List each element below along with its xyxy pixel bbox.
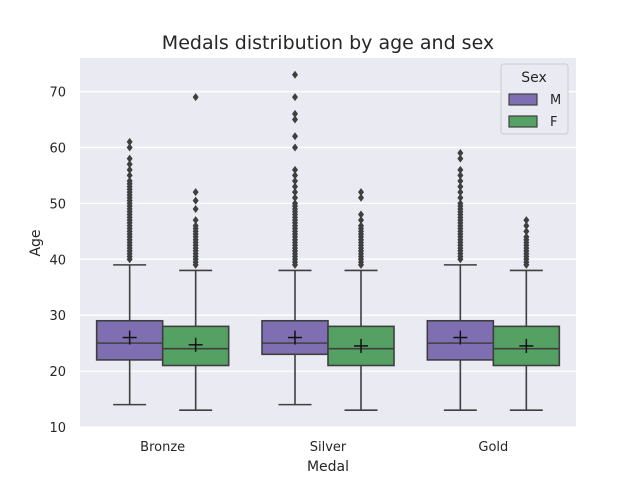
outlier-point <box>292 93 298 102</box>
x-tick-label-silver: Silver <box>310 440 347 455</box>
boxes <box>95 70 561 412</box>
outlier-point <box>292 171 298 180</box>
y-axis-label: Age <box>28 229 44 256</box>
outlier-point <box>292 70 298 79</box>
y-tick-label-30: 30 <box>49 309 66 324</box>
outlier-point <box>292 115 298 124</box>
outlier-point <box>358 188 364 197</box>
outlier-point <box>292 199 298 208</box>
y-tick-label-70: 70 <box>49 86 66 101</box>
box-f-gold <box>492 216 561 412</box>
outlier-point <box>292 165 298 174</box>
legend-label-m: M <box>550 93 561 108</box>
outlier-point <box>292 182 298 191</box>
box-m-gold <box>426 149 495 412</box>
box-f-silver <box>327 188 395 412</box>
box-iqr <box>492 325 561 367</box>
outlier-point <box>457 165 464 174</box>
y-tick-label-10: 10 <box>49 421 66 436</box>
legend-title: Sex <box>521 70 547 86</box>
outlier-point <box>192 221 199 230</box>
outlier-point <box>292 188 298 197</box>
outlier-point <box>192 196 199 205</box>
outlier-point <box>457 199 464 208</box>
outlier-point <box>126 143 133 152</box>
outlier-point <box>358 216 364 225</box>
outlier-point <box>192 188 199 197</box>
outlier-point <box>523 221 530 230</box>
x-axis-ticks: Bronze Silver Gold <box>140 440 508 455</box>
y-axis-ticks: 10 20 30 40 50 60 70 <box>49 86 66 436</box>
x-axis-label: Medal <box>307 459 349 475</box>
outlier-point <box>192 204 199 213</box>
outlier-point <box>126 154 133 163</box>
legend-label-f: F <box>550 115 557 130</box>
legend-swatch-m <box>508 93 538 106</box>
outlier-point <box>126 137 133 146</box>
outlier-point <box>126 171 133 180</box>
outlier-point <box>292 109 298 118</box>
outlier-point <box>457 182 464 191</box>
box-f-bronze <box>161 93 230 412</box>
outlier-point <box>292 132 298 141</box>
outlier-point <box>126 165 133 174</box>
legend: Sex MF <box>500 63 569 135</box>
y-tick-label-60: 60 <box>49 141 66 156</box>
outlier-point <box>358 221 364 230</box>
outlier-point <box>292 177 298 185</box>
outlier-point <box>457 171 464 180</box>
legend-swatch-f <box>508 115 538 128</box>
outlier-point <box>192 216 199 225</box>
box-m-silver <box>261 70 329 406</box>
x-tick-label-gold: Gold <box>478 440 508 455</box>
outlier-point <box>523 216 530 225</box>
outlier-point <box>126 160 133 169</box>
x-tick-label-bronze: Bronze <box>140 440 185 455</box>
y-tick-label-50: 50 <box>49 197 66 212</box>
chart-title: Medals distribution by age and sex <box>162 32 494 54</box>
outlier-point <box>358 193 364 202</box>
outlier-point <box>358 210 364 219</box>
y-tick-label-20: 20 <box>49 365 66 380</box>
outlier-point <box>523 227 530 236</box>
outlier-point <box>457 177 464 185</box>
outlier-point <box>292 193 298 202</box>
outlier-point <box>457 188 464 197</box>
box-iqr <box>426 319 495 361</box>
outlier-point <box>126 177 133 185</box>
outlier-point <box>457 149 464 158</box>
outlier-point <box>523 232 530 241</box>
y-tick-label-40: 40 <box>49 253 66 268</box>
outlier-point <box>292 143 298 152</box>
outlier-point <box>192 93 199 102</box>
outlier-point <box>457 193 464 202</box>
gridlines <box>80 90 576 428</box>
outlier-point <box>457 154 464 163</box>
